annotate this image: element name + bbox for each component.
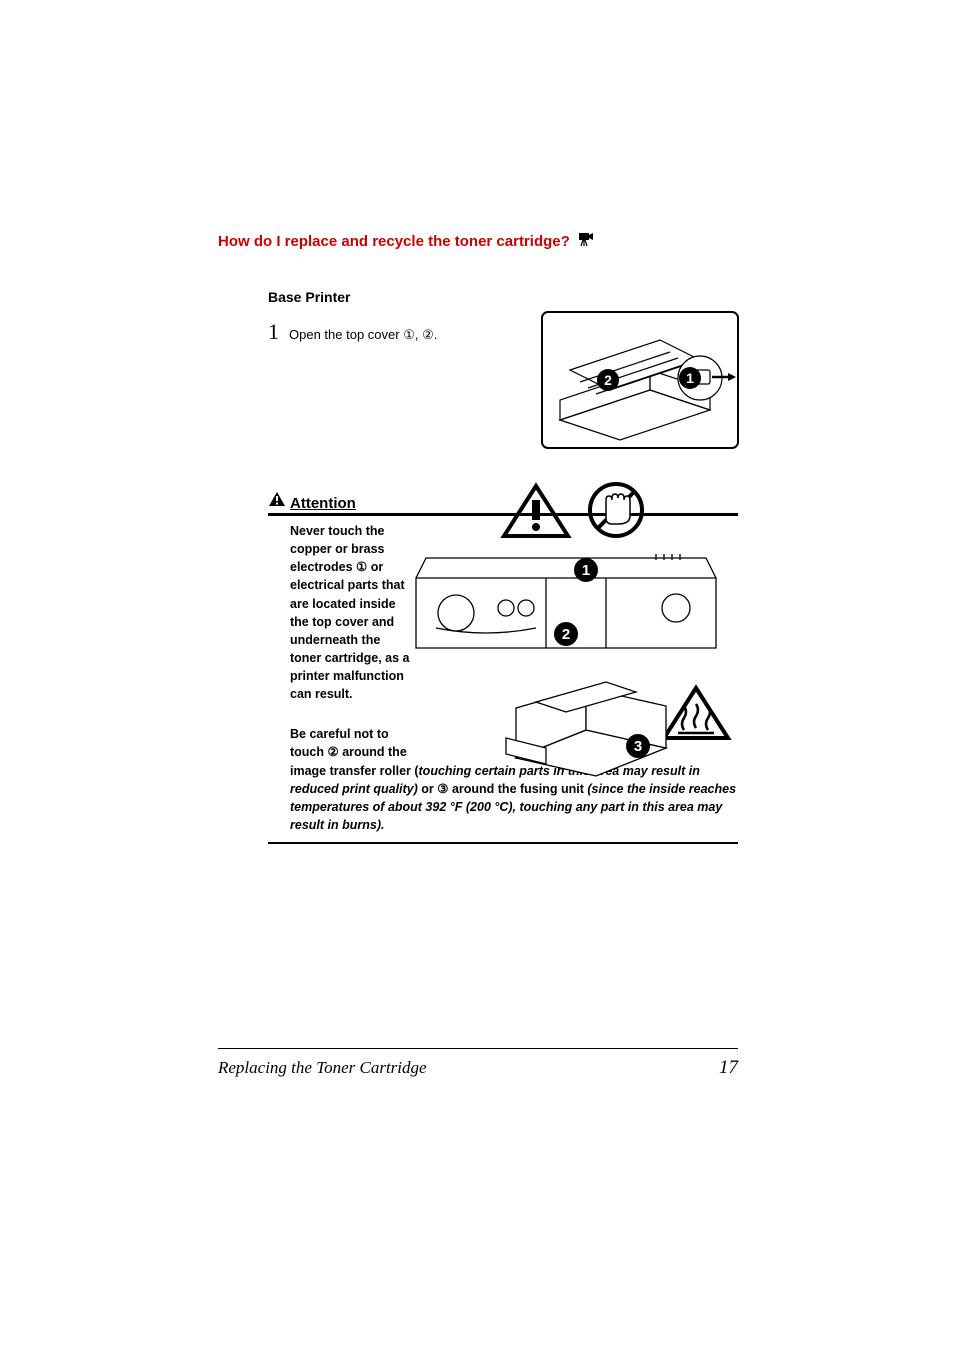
section-heading-row: How do I replace and recycle the toner c… [218, 230, 738, 253]
step-ref-2: ② [422, 327, 434, 342]
figure-open-cover: 2 1 [540, 310, 740, 450]
step-number: 1 [268, 319, 279, 345]
step-ref-1: ① [403, 327, 415, 342]
video-icon [578, 230, 596, 253]
attention-bottom-rule [268, 842, 738, 844]
step-text: Open the top cover ①, ②. [289, 327, 437, 343]
attention-triangle-icon [268, 491, 286, 512]
warning-triangle-icon [504, 486, 568, 536]
section-title: How do I replace and recycle the toner c… [218, 233, 570, 250]
att-p1-ref: ① [356, 560, 367, 574]
fig1-callout-1: 1 [686, 370, 694, 386]
fig2-callout-3: 3 [634, 738, 642, 755]
fig2-callout-2: 2 [562, 626, 570, 643]
attention-para-2-narrow: Be careful not to touch ② around the [290, 725, 410, 761]
att-p2-e: around the fusing unit [448, 782, 587, 796]
att-p1-b: or electrical parts that are located ins… [290, 560, 405, 665]
fig2-callout-1: 1 [582, 562, 590, 579]
step-text-a: Open the top cover [289, 327, 403, 342]
hot-surface-icon [664, 688, 728, 738]
subsection-title: Base Printer [268, 289, 738, 305]
att-p2-d: or [418, 782, 437, 796]
att-p2-c: image transfer roller ( [290, 764, 419, 778]
attention-para-1-narrow: Never touch the copper or brass electrod… [290, 522, 410, 703]
att-p2-ref2: ③ [437, 782, 448, 796]
page-footer: Replacing the Toner Cartridge 17 [218, 1048, 738, 1079]
footer-title: Replacing the Toner Cartridge [218, 1058, 427, 1078]
step-period: . [434, 327, 438, 342]
fig1-callout-2: 2 [604, 372, 612, 388]
att-p2-b: around the [339, 745, 407, 759]
attention-label: Attention [290, 495, 356, 512]
no-touch-icon [590, 484, 642, 536]
step-sep: , [415, 327, 422, 342]
footer-rule [218, 1048, 738, 1049]
figure-attention-diagram: 1 2 3 [406, 478, 736, 778]
att-p2-ref1: ② [328, 745, 339, 759]
footer-page-number: 17 [719, 1057, 738, 1079]
footer-row: Replacing the Toner Cartridge 17 [218, 1057, 738, 1079]
